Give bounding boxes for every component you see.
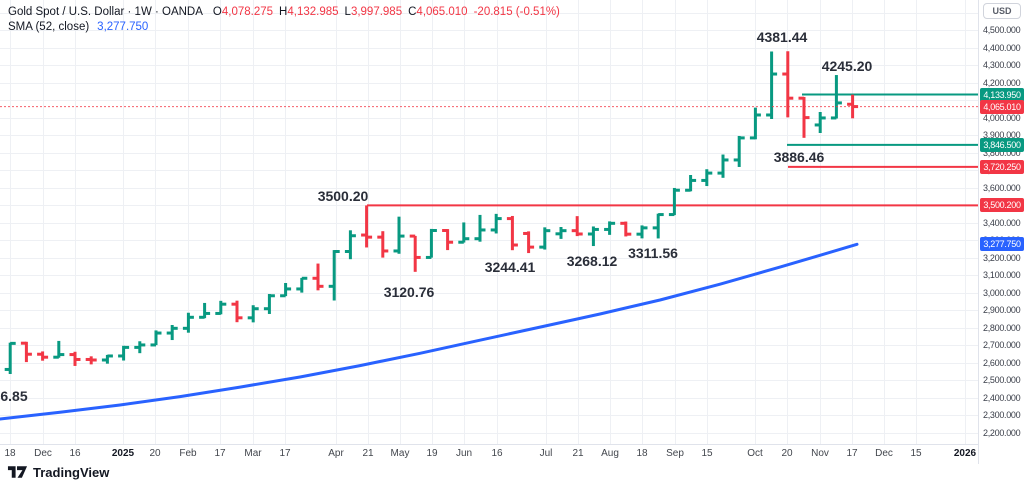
- price-axis-label: 3,600.000: [983, 182, 1021, 193]
- price-axis-label: 2,800.000: [983, 322, 1021, 333]
- price-axis-label: 3,900.000: [983, 130, 1021, 141]
- price-axis-badge: 3,277.750: [980, 237, 1024, 252]
- chart-legend: Gold Spot / U.S. Dollar · 1W · OANDA O 4,…: [8, 5, 560, 35]
- time-axis-label: Jun: [455, 448, 473, 459]
- time-axis-label: 15: [701, 448, 713, 459]
- price-annotation: 4381.44: [757, 29, 808, 45]
- price-axis-label: 4,000.000: [983, 112, 1021, 123]
- tradingview-logo[interactable]: TradingView: [7, 464, 109, 480]
- tradingview-logo-icon: [7, 466, 28, 478]
- close-label: C: [408, 6, 417, 18]
- low-value: 3,997.985: [350, 6, 403, 18]
- time-axis-label: 21: [362, 448, 374, 459]
- close-value: 4,065.010: [416, 6, 468, 18]
- indicator-legend-row: SMA (52, close) 3,277.750: [8, 20, 560, 35]
- price-axis-label: 2,700.000: [983, 340, 1021, 351]
- time-axis-label: 18: [4, 448, 16, 459]
- price-annotation: 3244.41: [485, 259, 536, 275]
- price-axis-label: 3,000.000: [983, 287, 1021, 298]
- time-axis-label: Dec: [34, 448, 52, 459]
- price-axis-label: 3,400.000: [983, 217, 1021, 228]
- sma-line: [0, 242, 859, 421]
- time-axis-label: 20: [149, 448, 161, 459]
- price-axis-label: 4,500.000: [983, 25, 1021, 36]
- time-axis-label: Dec: [875, 448, 893, 459]
- price-annotation: 6.85: [0, 388, 27, 404]
- time-axis[interactable]: 18 Dec 16 2025 20 Feb 17 Mar 17 Apr 21 May 19 Jun 16 Ju…: [0, 444, 978, 464]
- price-axis-badge: 3,720.250: [980, 159, 1024, 174]
- price-annotation: 3500.20: [318, 188, 369, 204]
- time-axis-label: 17: [846, 448, 858, 459]
- time-axis-label: 16: [491, 448, 503, 459]
- time-axis-label: Mar: [244, 448, 262, 459]
- tradingview-logo-text: TradingView: [33, 464, 110, 480]
- price-axis-label: 2,200.000: [983, 427, 1021, 438]
- price-annotation: 3311.56: [628, 245, 678, 261]
- time-axis-label: 2025: [111, 448, 135, 459]
- indicator-value: 3,277.750: [97, 21, 149, 33]
- time-axis-label: Sep: [666, 448, 684, 459]
- low-label: L: [344, 6, 351, 18]
- currency-button[interactable]: USD: [983, 3, 1021, 19]
- symbol-legend-row: Gold Spot / U.S. Dollar · 1W · OANDA O 4,…: [8, 5, 560, 20]
- indicator-name[interactable]: SMA (52, close): [8, 21, 90, 33]
- price-axis-label: 2,300.000: [983, 410, 1021, 421]
- price-axis-label: 2,400.000: [983, 392, 1021, 403]
- change-value: -20.815 (-0.51%): [473, 6, 560, 18]
- price-axis-label: 3,800.000: [983, 147, 1021, 158]
- time-axis-label: Jul: [539, 448, 553, 459]
- price-annotation: 4245.20: [822, 58, 873, 74]
- price-axis-badge: 4,065.010: [980, 99, 1024, 114]
- high-value: 4,132.985: [287, 6, 339, 18]
- price-chart-canvas[interactable]: 4381.44 4245.20 3886.46 3500.20 3120.76 3244.…: [0, 0, 978, 445]
- price-axis-label: 4,300.000: [983, 60, 1021, 71]
- price-annotation: 3886.46: [774, 149, 825, 165]
- price-annotation: 3268.12: [567, 253, 618, 269]
- symbol-title[interactable]: Gold Spot / U.S. Dollar · 1W · OANDA: [8, 6, 203, 18]
- time-axis-label: Oct: [747, 448, 763, 459]
- time-axis-label: 17: [214, 448, 226, 459]
- price-axis-label: 2,600.000: [983, 357, 1021, 368]
- time-axis-label: 16: [69, 448, 81, 459]
- time-axis-label: 19: [426, 448, 438, 459]
- time-axis-label: 2026: [953, 448, 977, 459]
- time-axis-label: Apr: [328, 448, 344, 459]
- price-axis-label: 4,200.000: [983, 77, 1021, 88]
- price-axis-label: 2,900.000: [983, 305, 1021, 316]
- price-axis-label: 3,200.000: [983, 252, 1021, 263]
- time-axis-label: Nov: [811, 448, 829, 459]
- price-axis-label: 3,100.000: [983, 270, 1021, 281]
- price-annotation: 3120.76: [384, 284, 435, 300]
- price-axis[interactable]: USD 4,500.000 4,400.000 4,300.000 4,200.000…: [978, 0, 1024, 464]
- time-axis-label: 21: [572, 448, 584, 459]
- price-axis-label: 2,500.000: [983, 375, 1021, 386]
- price-axis-label: 4,400.000: [983, 42, 1021, 53]
- time-axis-label: Aug: [601, 448, 619, 459]
- price-axis-badge: 3,500.200: [980, 198, 1024, 213]
- time-axis-label: May: [390, 448, 410, 459]
- time-axis-label: 17: [279, 448, 291, 459]
- high-label: H: [279, 6, 288, 18]
- time-axis-label: 18: [636, 448, 648, 459]
- time-axis-label: 20: [781, 448, 793, 459]
- open-value: 4,078.275: [221, 6, 274, 18]
- price-axis-badge: 3,846.500: [980, 137, 1024, 152]
- time-axis-label: Feb: [179, 448, 197, 459]
- open-label: O: [212, 6, 222, 18]
- price-axis-badge: 4,133.950: [980, 87, 1024, 102]
- time-axis-label: 15: [910, 448, 922, 459]
